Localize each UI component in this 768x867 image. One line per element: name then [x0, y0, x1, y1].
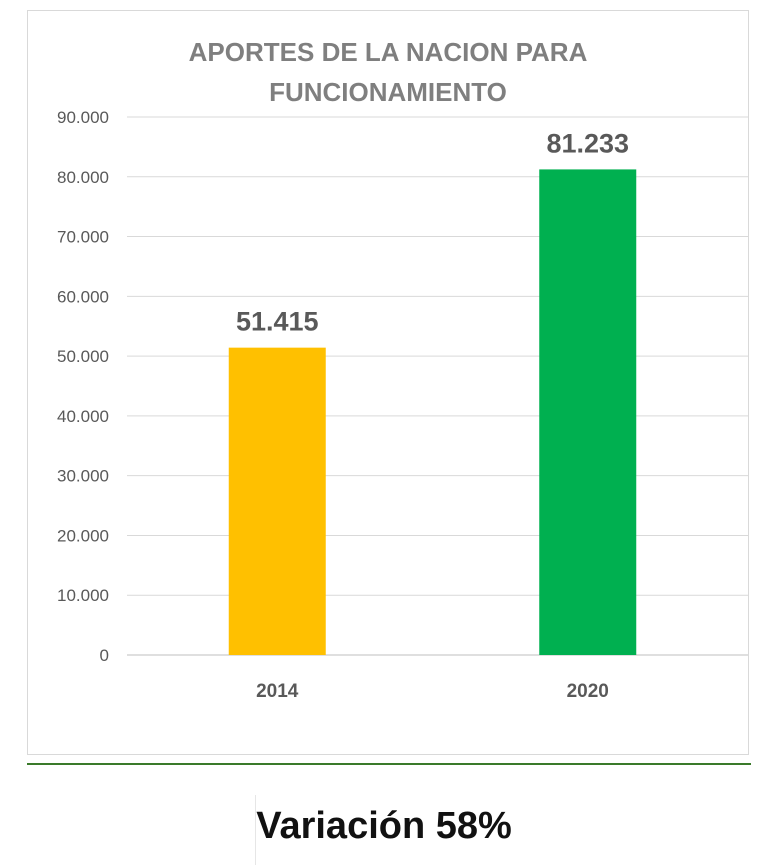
x-axis-category-labels: 2014 2020	[256, 681, 609, 702]
y-axis-tick-labels: 0 10.000 20.000 30.000 40.000 50.000 60.000 70.…	[57, 108, 109, 665]
y-tick-label: 50.000	[57, 347, 109, 366]
chart-title-line-1: APORTES DE LA NACION PARA	[189, 37, 588, 67]
bar-2014	[228, 347, 326, 655]
x-category-label-2020: 2020	[567, 681, 609, 702]
y-tick-label: 40.000	[57, 407, 109, 426]
y-tick-label: 60.000	[57, 287, 109, 306]
y-tick-label: 80.000	[57, 168, 109, 187]
bar-2020	[539, 169, 637, 656]
data-labels: 51.415 81.233	[236, 128, 629, 336]
x-category-label-2014: 2014	[256, 681, 299, 702]
gridlines	[127, 116, 748, 656]
footer-rule	[255, 795, 256, 865]
y-tick-label: 10.000	[57, 586, 109, 605]
y-tick-label: 20.000	[57, 526, 109, 545]
data-label-2014: 51.415	[236, 307, 319, 337]
bar-chart: APORTES DE LA NACION PARA FUNCIONAMIENTO…	[57, 37, 748, 702]
y-tick-label: 0	[100, 646, 109, 665]
data-label-2020: 81.233	[546, 128, 629, 158]
chart-title-line-2: FUNCIONAMIENTO	[269, 77, 507, 107]
y-tick-label: 90.000	[57, 108, 109, 127]
divider-line	[27, 763, 751, 765]
y-tick-label: 30.000	[57, 467, 109, 486]
bars	[228, 169, 637, 656]
y-tick-label: 70.000	[57, 228, 109, 247]
chart-title: APORTES DE LA NACION PARA FUNCIONAMIENTO	[189, 37, 588, 107]
variation-label: Variación 58%	[256, 805, 512, 847]
